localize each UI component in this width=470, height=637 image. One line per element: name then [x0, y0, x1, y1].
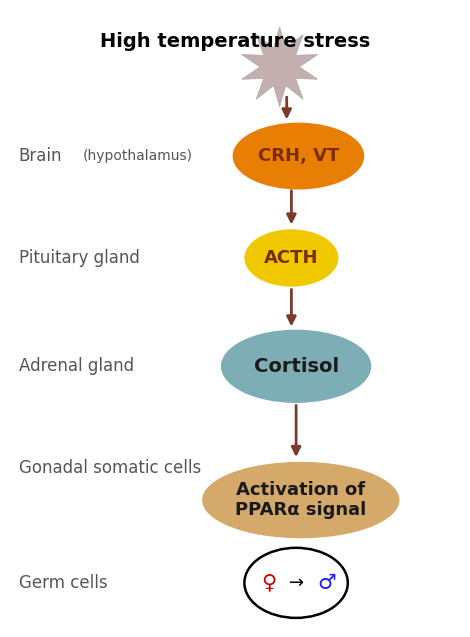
- Text: ACTH: ACTH: [264, 249, 319, 267]
- Text: Cortisol: Cortisol: [253, 357, 339, 376]
- Ellipse shape: [233, 122, 364, 190]
- Text: Germ cells: Germ cells: [19, 574, 108, 592]
- Text: ♀: ♀: [261, 573, 276, 593]
- Text: High temperature stress: High temperature stress: [100, 32, 370, 51]
- Ellipse shape: [202, 462, 400, 538]
- Text: CRH, VT: CRH, VT: [258, 147, 339, 165]
- Ellipse shape: [244, 548, 348, 618]
- Text: →: →: [290, 574, 305, 592]
- Ellipse shape: [221, 330, 371, 403]
- Text: Adrenal gland: Adrenal gland: [19, 357, 134, 375]
- Text: Activation of
PPARα signal: Activation of PPARα signal: [235, 481, 367, 519]
- Text: Brain: Brain: [19, 147, 63, 165]
- Text: Pituitary gland: Pituitary gland: [19, 249, 140, 267]
- Ellipse shape: [244, 229, 338, 287]
- Text: ♂: ♂: [317, 573, 336, 593]
- Polygon shape: [242, 27, 318, 107]
- Text: Gonadal somatic cells: Gonadal somatic cells: [19, 459, 201, 477]
- Text: (hypothalamus): (hypothalamus): [82, 149, 192, 163]
